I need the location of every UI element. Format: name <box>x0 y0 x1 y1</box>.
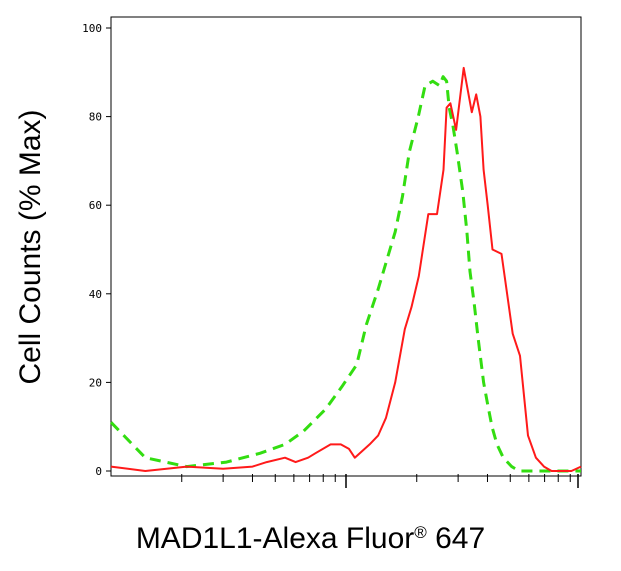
y-tick-label: 60 <box>89 199 102 212</box>
y-tick-label: 100 <box>82 22 102 35</box>
y-tick-label: 80 <box>89 111 102 124</box>
axis-ticks: 0 20 40 60 80 100 <box>82 22 579 488</box>
x-axis-label: MAD1L1-Alexa Fluor® 647 <box>135 522 486 555</box>
series-layer <box>109 66 582 473</box>
y-tick-label: 20 <box>89 376 102 389</box>
y-axis-label: Cell Counts (% Max) <box>14 109 47 384</box>
y-tick-label: 0 <box>95 465 102 478</box>
series-line-1 <box>109 75 581 473</box>
series-line-2 <box>110 66 582 472</box>
plot-frame <box>110 16 582 477</box>
histogram-chart: 0 20 40 60 80 100 Cell Counts (% Max) <box>14 16 582 488</box>
y-tick-label: 40 <box>89 288 102 301</box>
